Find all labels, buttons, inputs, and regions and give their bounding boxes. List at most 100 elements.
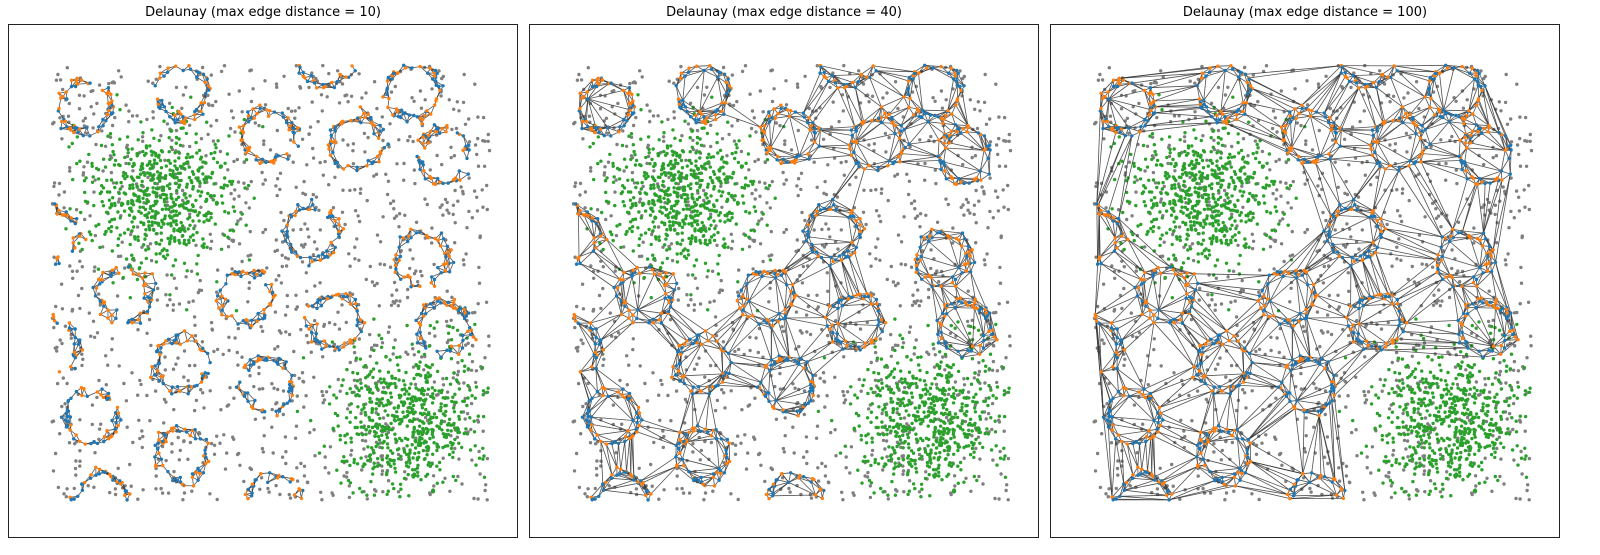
noise-point — [440, 162, 444, 167]
blob-point — [127, 162, 131, 166]
noise-point — [402, 178, 406, 182]
blob-point — [369, 479, 373, 484]
noise-point — [453, 446, 457, 451]
blob-point — [454, 478, 458, 483]
ring-point — [53, 202, 57, 206]
ring-point — [165, 70, 170, 74]
noise-point — [466, 341, 470, 345]
blob-point — [429, 416, 434, 420]
ring-point — [107, 101, 111, 105]
noise-point — [351, 149, 355, 153]
blob-point — [401, 379, 406, 383]
ring-point — [375, 154, 380, 159]
noise-point — [209, 124, 213, 128]
noise-point — [378, 262, 382, 266]
blob-point — [383, 409, 387, 413]
blob-point — [141, 170, 146, 175]
noise-point — [353, 257, 357, 261]
ring-point — [71, 236, 75, 240]
ring-point — [260, 157, 265, 161]
blob-point — [462, 431, 466, 436]
noise-point — [210, 103, 215, 108]
blob-point — [352, 460, 356, 465]
blob-point — [147, 220, 151, 224]
ring-point — [335, 80, 339, 84]
noise-point — [445, 200, 449, 205]
noise-point — [237, 242, 242, 246]
noise-point — [95, 395, 99, 400]
blob-point — [148, 159, 152, 164]
blob-point — [382, 377, 386, 381]
noise-point — [88, 214, 92, 218]
noise-point — [394, 214, 399, 218]
blob-point — [196, 253, 200, 258]
blob-point — [379, 345, 384, 349]
noise-point — [174, 286, 179, 290]
blob-point — [473, 444, 477, 448]
blob-point — [393, 381, 397, 386]
blob-point — [412, 427, 416, 431]
blob-point — [461, 399, 465, 403]
noise-point — [97, 427, 102, 431]
noise-point — [307, 132, 311, 136]
ring-point — [192, 113, 197, 117]
ring-point — [68, 127, 72, 131]
blob-point — [430, 489, 435, 493]
noise-point — [82, 124, 87, 128]
blob-point — [195, 262, 199, 266]
noise-point — [248, 229, 252, 234]
delaunay-edge — [387, 78, 393, 89]
blob-point — [412, 472, 417, 476]
noise-point — [452, 107, 456, 112]
blob-point — [451, 474, 455, 479]
noise-point — [398, 299, 402, 303]
ring-point — [333, 245, 337, 250]
blob-point — [179, 203, 183, 207]
ring-point — [436, 176, 440, 181]
noise-point — [259, 476, 264, 480]
noise-point — [322, 398, 327, 402]
noise-point — [136, 393, 140, 397]
noise-point — [346, 143, 350, 147]
noise-point — [384, 172, 388, 176]
noise-point — [279, 281, 284, 285]
noise-point — [129, 484, 133, 488]
noise-point — [122, 381, 126, 386]
delaunay-edge — [231, 315, 239, 325]
noise-point — [462, 381, 466, 385]
ring-point — [438, 180, 442, 184]
blob-point — [223, 176, 227, 180]
blob-point — [173, 164, 177, 168]
ring-point — [405, 120, 409, 124]
blob-point — [332, 393, 336, 397]
noise-point — [257, 371, 261, 376]
blob-point — [103, 165, 108, 169]
blob-point — [380, 433, 384, 437]
blob-point — [191, 172, 196, 176]
noise-point — [202, 406, 206, 410]
ring-point — [323, 255, 327, 259]
noise-point — [463, 396, 467, 401]
blob-point — [139, 188, 143, 193]
noise-point — [149, 343, 153, 348]
blob-point — [162, 197, 166, 202]
blob-point — [434, 415, 439, 420]
ring-point — [385, 86, 390, 90]
delaunay-edge — [368, 156, 378, 162]
noise-point — [477, 265, 481, 270]
blob-point — [396, 418, 401, 422]
blob-point — [191, 184, 195, 189]
noise-point — [312, 240, 317, 244]
delaunay-edge — [449, 262, 454, 272]
blob-point — [460, 445, 464, 450]
noise-point — [158, 64, 162, 69]
blob-point — [150, 220, 154, 224]
noise-point — [321, 393, 325, 398]
noise-point — [257, 123, 261, 128]
blob-point — [164, 164, 168, 168]
ring-point — [421, 135, 425, 139]
blob-point — [191, 238, 196, 243]
ring-point — [295, 254, 300, 259]
blob-point — [75, 161, 79, 166]
ring-point — [437, 84, 441, 89]
